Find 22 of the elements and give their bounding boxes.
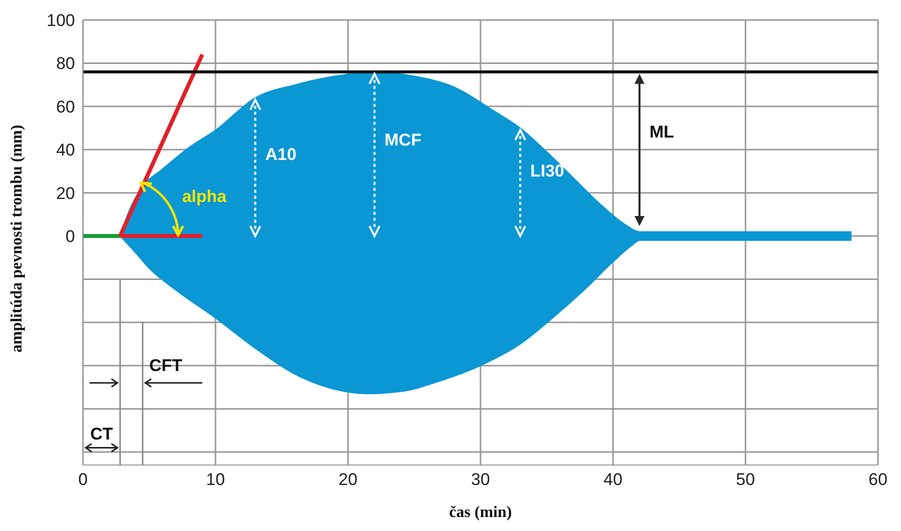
- x-tick-label: 30: [471, 470, 490, 490]
- y-tick-label: 60: [56, 97, 75, 116]
- annotation: CFT: [149, 356, 183, 375]
- x-axis-title: čas (min): [449, 504, 512, 521]
- y-tick-label: 40: [56, 140, 75, 160]
- x-tick-label: 40: [604, 470, 622, 490]
- x-tick-label: 60: [868, 470, 888, 490]
- y-tick-label: 100: [46, 11, 75, 30]
- annotation: CT: [90, 424, 114, 444]
- annotation: A10: [265, 144, 296, 164]
- annotation: alpha: [182, 187, 228, 206]
- annotation: MCF: [384, 130, 422, 150]
- y-tick-label: 80: [56, 54, 75, 74]
- annotation: LI30: [530, 162, 564, 181]
- y-tick-label: 0: [66, 227, 75, 246]
- x-tick-label: 50: [736, 470, 755, 490]
- y-tick-label: 20: [56, 184, 75, 203]
- x-tick-label: 20: [338, 470, 358, 490]
- annotation: ML: [650, 122, 674, 142]
- x-tick-label: 10: [206, 470, 225, 490]
- y-axis-title: amplitúda pevnosti trombu (mm): [8, 124, 26, 352]
- x-tick-label: 0: [78, 470, 88, 490]
